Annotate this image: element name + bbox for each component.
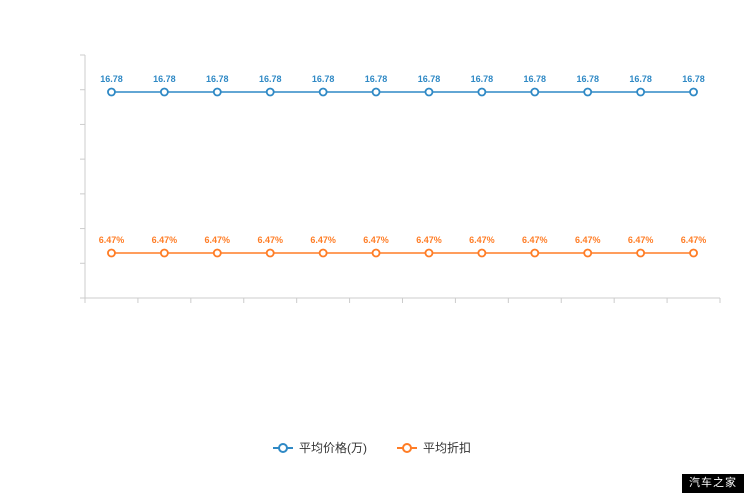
data-point-label: 6.47% — [522, 235, 548, 245]
data-point[interactable] — [107, 248, 116, 258]
legend-label-avg-price: 平均价格(万) — [298, 441, 367, 455]
data-point-label: 6.47% — [205, 235, 231, 245]
line-circle-marker-icon — [272, 443, 293, 453]
data-point-label: 16.78 — [576, 74, 599, 84]
data-point[interactable] — [212, 248, 222, 258]
data-point-label: 6.47% — [681, 235, 707, 245]
chart-legend: 平均价格(万) 平均折扣 — [0, 441, 744, 455]
data-point-label: 6.47% — [152, 235, 178, 245]
data-point-label: 6.47% — [99, 235, 125, 245]
data-point[interactable] — [583, 248, 593, 258]
data-point[interactable] — [689, 87, 698, 97]
data-point[interactable] — [477, 248, 487, 258]
data-point-label: 16.78 — [312, 74, 335, 84]
legend-marker-dot — [401, 443, 412, 453]
data-point[interactable] — [159, 248, 169, 258]
data-point[interactable] — [318, 87, 328, 97]
data-point[interactable] — [318, 248, 328, 258]
data-point[interactable] — [689, 248, 698, 258]
watermark-autohome-logo: 汽车之家 — [682, 474, 744, 493]
data-point-label: 6.47% — [575, 235, 601, 245]
data-point-label: 16.78 — [206, 74, 229, 84]
data-point-label: 6.47% — [363, 235, 389, 245]
data-point[interactable] — [212, 87, 222, 97]
data-point[interactable] — [477, 87, 487, 97]
data-point-label: 16.78 — [629, 74, 652, 84]
data-point-label: 16.78 — [259, 74, 282, 84]
data-point-label: 6.47% — [416, 235, 442, 245]
data-point-label: 6.47% — [310, 235, 336, 245]
data-point[interactable] — [530, 87, 540, 97]
data-point[interactable] — [159, 87, 169, 97]
data-point-label: 6.47% — [469, 235, 495, 245]
data-point[interactable] — [371, 87, 381, 97]
data-point[interactable] — [265, 87, 275, 97]
data-point-label: 6.47% — [628, 235, 654, 245]
legend-item-avg-price[interactable]: 平均价格(万) — [272, 441, 367, 455]
data-point[interactable] — [371, 248, 381, 258]
data-point[interactable] — [424, 87, 434, 97]
data-point-label: 16.78 — [471, 74, 494, 84]
data-point[interactable] — [424, 248, 434, 258]
legend-marker-dot — [277, 443, 288, 453]
data-point-label: 16.78 — [524, 74, 547, 84]
data-point-label: 16.78 — [100, 74, 123, 84]
data-point[interactable] — [530, 248, 540, 258]
data-point[interactable] — [636, 87, 646, 97]
data-point-label: 16.78 — [153, 74, 176, 84]
line-circle-marker-icon — [396, 443, 417, 453]
data-point[interactable] — [636, 248, 646, 258]
legend-item-avg-discount[interactable]: 平均折扣 — [396, 441, 471, 455]
data-point[interactable] — [107, 87, 116, 97]
data-point-label: 16.78 — [418, 74, 441, 84]
data-point[interactable] — [265, 248, 275, 258]
legend-label-avg-discount: 平均折扣 — [422, 441, 471, 455]
data-point-label: 16.78 — [365, 74, 388, 84]
data-point-label: 6.47% — [257, 235, 283, 245]
data-point[interactable] — [583, 87, 593, 97]
data-point-label: 16.78 — [682, 74, 705, 84]
